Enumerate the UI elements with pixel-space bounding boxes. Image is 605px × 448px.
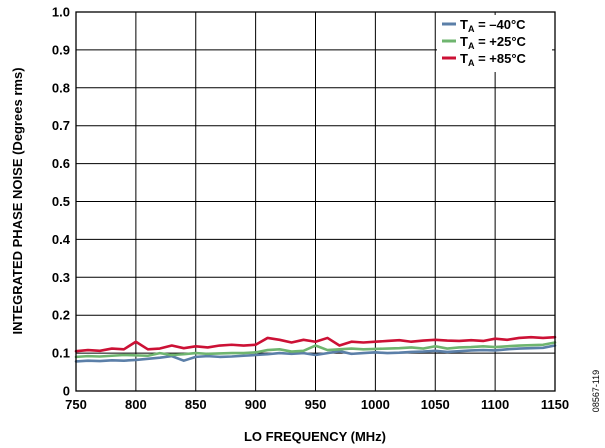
series-line-3 (74, 335, 557, 353)
x-tick-label: 950 (305, 397, 327, 412)
legend-entry-3: TA = +85°C (460, 51, 527, 68)
y-tick-label: 0.9 (52, 42, 70, 57)
y-tick-label: 0 (63, 384, 70, 399)
y-tick-label: 0.2 (52, 308, 70, 323)
series-line-1 (74, 344, 557, 363)
x-tick-label: 1150 (541, 397, 569, 412)
y-tick-label: 0.6 (52, 156, 70, 171)
x-tick-label: 850 (185, 397, 207, 412)
plot-frame (75, 11, 556, 392)
y-tick-label: 0.4 (52, 232, 71, 247)
y-tick-label: 0.5 (52, 194, 70, 209)
x-tick-label: 750 (65, 397, 87, 412)
x-tick-label: 800 (125, 397, 147, 412)
y-tick-label: 0.7 (52, 118, 70, 133)
y-tick-label: 0.1 (52, 346, 70, 361)
legend: TA = –40°CTA = +25°CTA = +85°C (437, 15, 552, 72)
legend-entry-2: TA = +25°C (460, 34, 527, 51)
x-tick-label: 1000 (361, 397, 390, 412)
x-tick-labels: 750 800 850 900 950 1000 1050 1100 1150 (65, 397, 569, 412)
y-tick-label: 0.3 (52, 270, 70, 285)
legend-entry-1: TA = –40°C (460, 17, 526, 34)
y-tick-label: 0.8 (52, 80, 70, 95)
y-tick-label: 1.0 (52, 5, 70, 20)
legend-background (437, 15, 552, 72)
x-axis-label: LO FREQUENCY (MHz) (244, 429, 386, 444)
series-line-2 (74, 341, 557, 359)
y-axis-label: INTEGRATED PHASE NOISE (Degrees rms) (10, 67, 25, 334)
y-tick-labels: 0 0.1 0.2 0.3 0.4 0.5 0.6 0.7 0.8 0.9 1.0 (52, 5, 71, 399)
x-tick-label: 1100 (481, 397, 509, 412)
series-layer (74, 335, 557, 363)
figure-id: 08567-119 (591, 370, 601, 412)
x-tick-label: 900 (245, 397, 267, 412)
x-tick-label: 1050 (421, 397, 450, 412)
